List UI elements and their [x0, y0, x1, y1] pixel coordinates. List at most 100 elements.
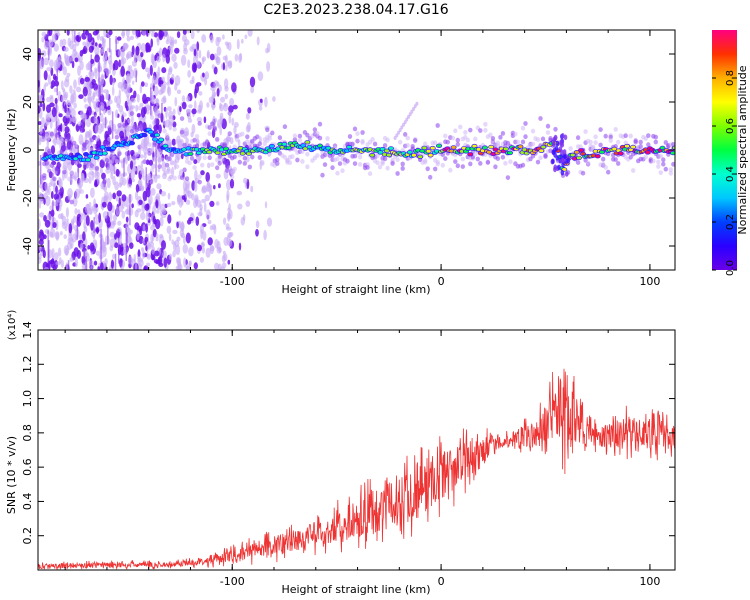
spectrogram-ridge-mark [344, 149, 350, 153]
spectrogram-noise-mark [223, 78, 229, 89]
spectrogram-noise-mark [140, 185, 145, 191]
spectrogram-noise-mark [161, 161, 167, 173]
spectrogram-noise-mark [179, 106, 182, 112]
spectrogram-noise-mark [201, 198, 207, 204]
spectrogram-halo-mark [583, 129, 588, 135]
spectrogram-noise-mark [141, 59, 146, 70]
spectrogram-halo-mark [67, 143, 72, 149]
spectrogram-halo-mark [340, 168, 345, 174]
spectrogram-ridge-mark [555, 140, 560, 147]
spectrogram-noise-mark [173, 61, 178, 69]
spectrogram-noise-mark [48, 46, 50, 61]
spectrogram-noise-mark [147, 71, 151, 80]
spectrogram-ridge-mark [418, 155, 423, 159]
spectrogram-noise-mark [70, 54, 75, 62]
spectrogram-noise-mark [92, 30, 99, 36]
spectrogram-noise-mark [264, 96, 268, 108]
spectrogram-halo-mark [210, 121, 215, 127]
spectrogram-noise-mark [238, 242, 242, 251]
spectrogram-halo-mark [47, 148, 52, 154]
spectrogram-halo-mark [616, 139, 621, 145]
spectrogram-noise-mark [225, 223, 230, 230]
spectrogram-noise-mark [209, 53, 215, 61]
spectrogram-noise-mark [114, 242, 119, 249]
spectrogram-halo-mark [169, 160, 175, 166]
spectrogram-noise-mark [97, 171, 100, 177]
spectrogram-noise-mark [176, 31, 181, 39]
spectrogram-halo-mark [245, 134, 250, 140]
spectrogram-noise-mark [151, 157, 156, 163]
chart-title: C2E3.2023.238.04.17.G16 [263, 2, 448, 18]
spectrogram-ridge-mark [367, 148, 373, 151]
spectrogram-noise-mark [266, 217, 273, 227]
spectrogram-noise-mark [43, 197, 46, 205]
spectrogram-ridge-mark [240, 152, 245, 155]
spectrogram-halo-mark [184, 176, 190, 182]
spectrogram-halo-mark [215, 137, 220, 142]
spectrogram-noise-mark [47, 230, 49, 264]
spectrogram-ridge-mark [468, 152, 473, 156]
spectrogram-halo-mark [410, 144, 415, 149]
spectrogram-noise-mark [74, 257, 79, 268]
spectrogram-halo-mark [54, 166, 59, 172]
spectrogram-noise-mark [80, 242, 84, 251]
spectrogram-noise-mark [135, 46, 140, 56]
spectrogram-noise-mark [154, 54, 157, 62]
spectrogram-halo-mark [485, 159, 491, 165]
spectrogram-halo-mark [638, 139, 643, 145]
spectrogram-noise-mark [227, 259, 231, 265]
spectrogram-halo-mark [668, 170, 673, 176]
spectrogram-noise-mark [182, 30, 187, 35]
spectrogram-halo-mark [403, 120, 407, 125]
spectrogram-noise-mark [98, 61, 100, 101]
spectrogram-noise-mark [257, 71, 264, 82]
spectrogram-halo-mark [372, 141, 378, 147]
spectrogram-noise-mark [140, 212, 146, 220]
spectrogram-noise-mark [79, 50, 84, 57]
spectrogram-noise-mark [187, 118, 193, 123]
spectrogram-noise-mark [87, 96, 93, 103]
spectrogram-halo-mark [282, 124, 288, 130]
spectrogram-noise-mark [178, 209, 182, 216]
spectrogram-noise-mark [94, 214, 99, 221]
spectrogram-halo-mark [217, 122, 222, 128]
spectrogram-halo-mark [92, 172, 97, 178]
spectrogram-ridge-mark [422, 146, 427, 150]
spectrogram-halo-mark [104, 157, 110, 163]
spectrogram-noise-mark [128, 65, 133, 72]
spectrogram-noise-mark [159, 216, 164, 227]
spectrogram-ridge-mark [376, 147, 381, 151]
spectrogram-halo-mark [107, 136, 112, 142]
spectrogram-noise-mark [160, 209, 163, 217]
spectrogram-noise-mark [209, 200, 215, 207]
spectrogram-halo-mark [270, 130, 275, 136]
spectrogram-ridge-mark [631, 145, 636, 149]
spectrogram-noise-mark [93, 260, 98, 266]
spectrogram-halo-mark [400, 161, 405, 167]
spectrogram-halo-mark [498, 134, 503, 140]
spectrogram-noise-mark [236, 38, 240, 50]
spectrogram-noise-mark [176, 257, 181, 264]
spectrogram-noise-mark [118, 48, 121, 57]
spectrogram-noise-mark [60, 212, 64, 220]
spectrogram-ridge-mark [269, 144, 275, 148]
spectrogram-halo-mark [345, 158, 350, 164]
spectrogram-noise-mark [142, 224, 146, 232]
spectrogram-noise-mark [86, 106, 92, 116]
spectrogram-halo-mark [495, 140, 501, 146]
spectrogram-noise-mark [43, 70, 48, 81]
spectrogram-panel: -100 0 100 -40 -20 0 20 40 Height of straight … [5, 29, 676, 296]
spectrogram-noise-mark [145, 212, 150, 221]
spectrogram-noise-mark [184, 127, 189, 136]
spectrogram-ridge-mark [552, 141, 556, 147]
spectrogram-noise-mark [45, 114, 51, 126]
spectrogram-noise-mark [87, 32, 93, 43]
spectrogram-halo-mark [623, 133, 628, 139]
spectrogram-halo-mark [593, 134, 598, 140]
colorbar-label: Normalized spectral amplitude [736, 65, 749, 234]
spectrogram-halo-mark [247, 164, 252, 170]
spectrogram-halo-mark [147, 142, 152, 148]
spectrogram-ridge-mark [591, 154, 596, 158]
y-tick-label: 1.2 [21, 356, 34, 374]
spectrogram-noise-mark [167, 86, 172, 97]
